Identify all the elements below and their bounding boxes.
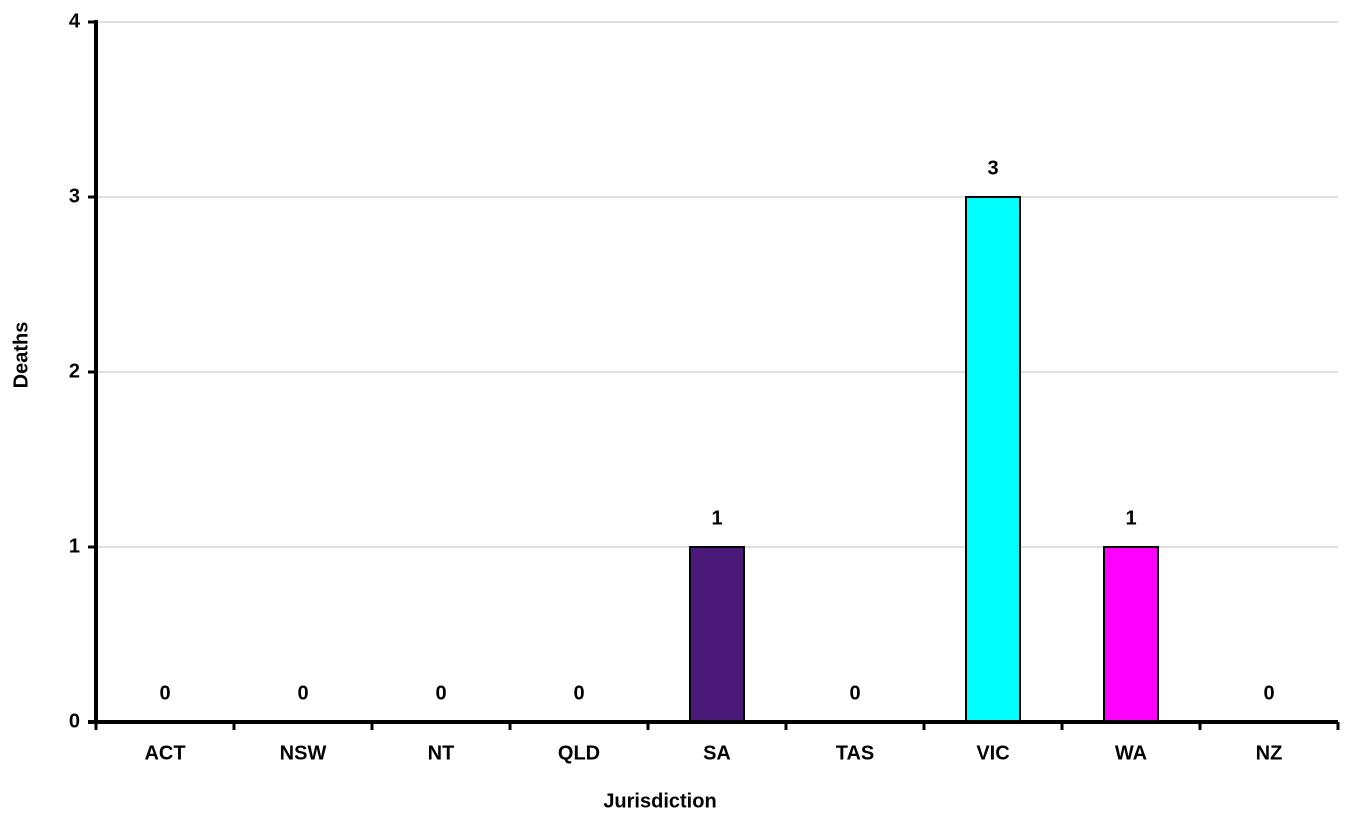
data-label: 0 (159, 682, 170, 704)
bar (965, 196, 1021, 723)
x-tick-label: NSW (280, 742, 327, 764)
data-label: 0 (435, 682, 446, 704)
x-axis-title: Jurisdiction (603, 790, 716, 812)
data-label: 0 (297, 682, 308, 704)
y-tick-label: 2 (69, 360, 80, 382)
data-label: 1 (711, 507, 722, 529)
y-tick-label: 1 (69, 535, 80, 557)
x-tick-label: NZ (1256, 742, 1283, 764)
bar (1103, 546, 1159, 723)
x-tick-label: ACT (144, 742, 185, 764)
y-axis-title: Deaths (10, 322, 32, 389)
data-label: 0 (1263, 682, 1274, 704)
data-label: 3 (987, 157, 998, 179)
x-tick-label: TAS (836, 742, 875, 764)
data-label: 1 (1125, 507, 1136, 529)
x-tick-label: QLD (558, 742, 600, 764)
y-tick-label: 3 (69, 185, 80, 207)
x-tick-label: SA (703, 742, 731, 764)
bar (689, 546, 745, 723)
x-tick-label: WA (1115, 742, 1147, 764)
x-tick-label: NT (428, 742, 455, 764)
data-label: 0 (573, 682, 584, 704)
y-tick-label: 4 (69, 10, 81, 32)
data-label: 0 (849, 682, 860, 704)
x-tick-label: VIC (976, 742, 1009, 764)
y-tick-label: 0 (69, 710, 80, 732)
